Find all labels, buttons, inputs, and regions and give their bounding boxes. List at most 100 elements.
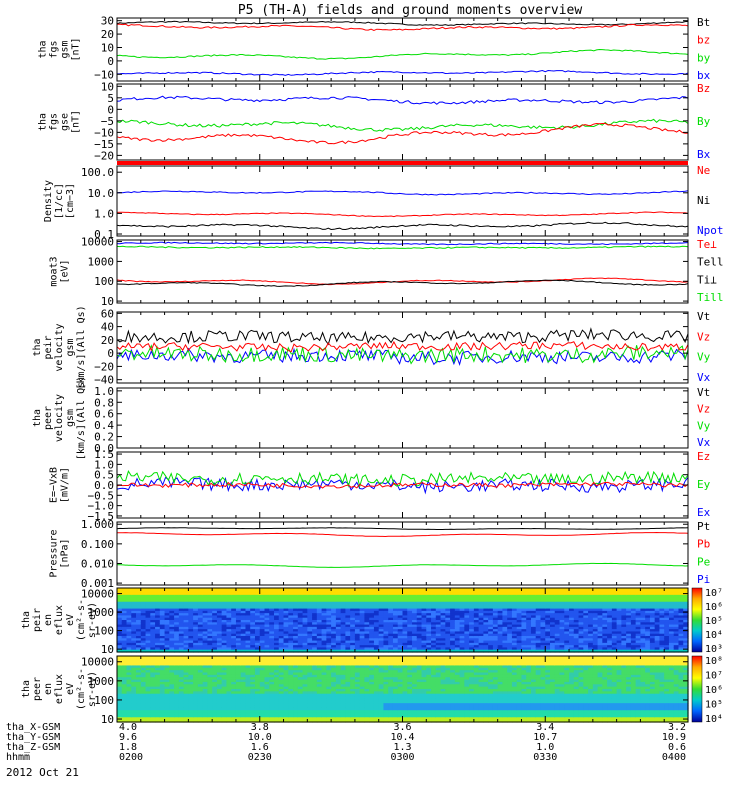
spectrogram-cell (673, 592, 680, 596)
spectrogram-cell (126, 670, 132, 674)
spectrogram-cell (269, 601, 275, 605)
spectrogram-cell (445, 642, 451, 646)
spectrogram-cell (212, 663, 218, 667)
spectrogram-cell (312, 604, 318, 607)
spectrogram-cell (392, 622, 399, 626)
spectrogram-cell (569, 606, 575, 610)
spectrogram-cell (592, 631, 599, 635)
spectrogram-cell (412, 597, 418, 601)
spectrogram-cell (202, 645, 209, 649)
spectrogram-cell (117, 601, 123, 605)
spectrogram-cell (492, 626, 499, 630)
spectrogram-cell (597, 601, 603, 605)
spectrogram-cell (169, 604, 175, 607)
spectrogram-cell (345, 640, 351, 644)
spectrogram-cell (397, 606, 404, 610)
spectrogram-cell (121, 638, 128, 642)
spectrogram-cell (136, 622, 142, 626)
spectrogram-cell (226, 631, 232, 635)
spectrogram-cell (245, 638, 251, 642)
spectrogram-cell (469, 610, 475, 614)
spectrogram-cell (183, 622, 189, 626)
spectrogram-cell (578, 649, 584, 653)
spectrogram-cell (654, 604, 661, 607)
spectrogram-cell (264, 640, 270, 644)
spectrogram-cell (516, 638, 523, 642)
spectrogram-cell (359, 590, 366, 594)
spectrogram-cell (364, 633, 370, 637)
spectrogram-cell (507, 620, 513, 623)
spectrogram-cell (659, 640, 665, 644)
spectrogram-cell (469, 620, 475, 623)
spectrogram-cell (207, 714, 213, 718)
spectrogram-cell (212, 665, 218, 669)
spectrogram-cell (164, 610, 170, 614)
spectrogram-cell (664, 645, 670, 649)
spectrogram-cell (231, 608, 237, 612)
spectrogram-cell (245, 696, 251, 700)
spectrogram-cell (259, 615, 266, 619)
spectrogram-cell (231, 588, 237, 591)
spectrogram-cell (611, 592, 618, 596)
spectrogram-cell (373, 629, 380, 633)
spectrogram-cell (373, 624, 380, 628)
spectrogram-cell (431, 610, 437, 614)
spectrogram-cell (454, 638, 461, 642)
spectrogram-cell (597, 597, 603, 601)
spectrogram-cell (378, 640, 385, 644)
spectrogram-cell (502, 636, 508, 639)
spectrogram-cell (502, 620, 508, 623)
spectrogram-cell (383, 622, 389, 626)
spectrogram-cell (569, 608, 575, 612)
spectrogram-cell (174, 601, 180, 605)
spectrogram-cell (473, 636, 480, 639)
spectrogram-cell (516, 636, 523, 639)
spectrogram-cell (578, 617, 584, 621)
spectrogram-cell (140, 686, 147, 690)
spectrogram-cell (564, 588, 570, 591)
spectrogram-cell (426, 588, 432, 591)
series-line-By (116, 118, 689, 132)
spectrogram-cell (150, 606, 156, 610)
spectrogram-cell (250, 645, 256, 649)
spectrogram-cell (354, 647, 361, 651)
spectrogram-cell (611, 604, 618, 607)
spectrogram-cell (359, 617, 366, 621)
spectrogram-cell (340, 636, 346, 639)
spectrogram-cell (321, 638, 327, 642)
spectrogram-cell (473, 615, 480, 619)
spectrogram-cell (164, 622, 170, 626)
spectrogram-cell (511, 613, 518, 617)
spectrogram-cell (383, 642, 389, 646)
spectrogram-cell (131, 594, 137, 598)
spectrogram-cell (131, 597, 137, 601)
spectrogram-cell (659, 622, 665, 626)
spectrogram-cell (131, 636, 137, 639)
spectrogram-cell (530, 647, 537, 651)
spectrogram-cell (250, 677, 256, 681)
spectrogram-cell (150, 636, 156, 639)
legend-label: Ni (697, 194, 710, 207)
spectrogram-cell (235, 588, 242, 591)
spectrogram-cell (388, 640, 394, 644)
spectrogram-cell (545, 608, 551, 612)
spectrogram-cell (235, 707, 242, 711)
spectrogram-cell (683, 590, 689, 594)
spectrogram-cell (616, 615, 622, 619)
spectrogram-cell (373, 597, 380, 601)
spectrogram-cell (526, 636, 532, 639)
spectrogram-cell (378, 613, 385, 617)
spectrogram-cell (654, 606, 661, 610)
spectrogram-cell (155, 719, 161, 723)
spectrogram-cell (559, 604, 565, 607)
spectrogram-cell (459, 622, 465, 626)
spectrogram-cell (216, 710, 223, 714)
spectrogram-cell (673, 647, 680, 651)
spectrogram-cell (573, 640, 580, 644)
spectrogram-cell (383, 633, 389, 637)
spectrogram-cell (397, 594, 404, 598)
spectrogram-cell (321, 636, 327, 639)
spectrogram-cell (193, 622, 199, 626)
spectrogram-cell (121, 622, 128, 626)
